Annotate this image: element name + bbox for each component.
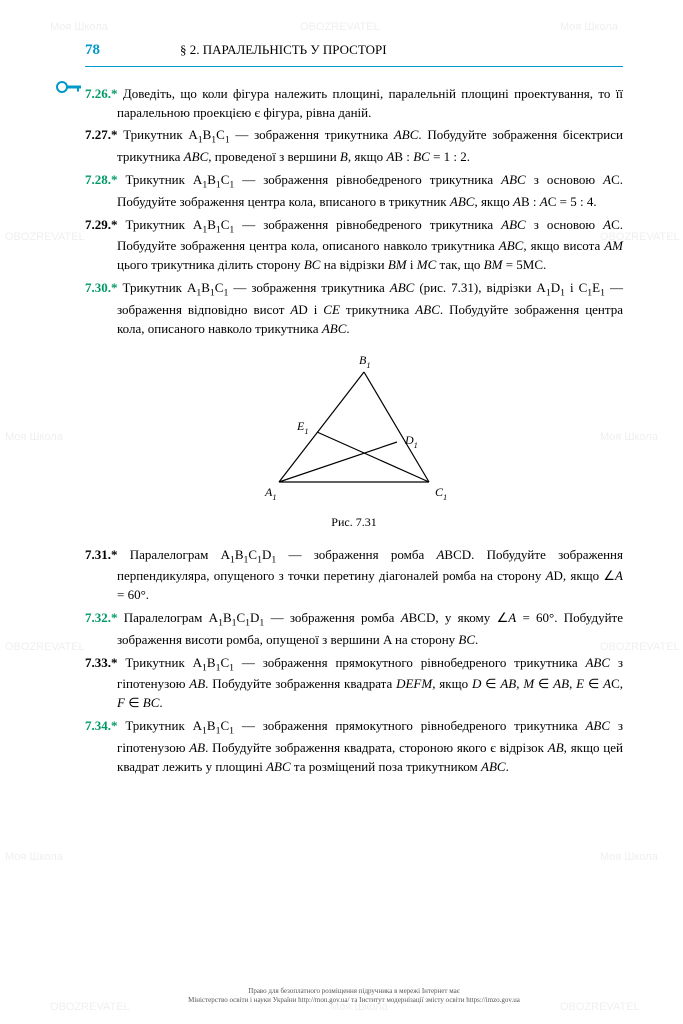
watermark-text: OBOZREVATEL [5, 640, 85, 656]
watermark-text: Моя Школа [600, 850, 658, 866]
problem-number: 7.34.* [85, 718, 118, 733]
triangle-diagram: A1 B1 C1 D1 E1 [239, 352, 469, 502]
page-footer: Право для безоплатного розміщення підруч… [85, 987, 623, 1004]
problem-text: Трикутник A1B1C1 — зображення трикутника… [117, 127, 623, 164]
svg-text:D1: D1 [404, 433, 418, 450]
problem-number: 7.31.* [85, 547, 118, 562]
svg-text:B1: B1 [359, 353, 371, 370]
problem: 7.26.* Доведіть, що коли фігура належить… [85, 85, 623, 123]
watermark-text: Моя Школа [560, 20, 618, 36]
problem: 7.32.* Паралелограм A1B1C1D1 — зображенн… [85, 609, 623, 650]
section-title: § 2. ПАРАЛЕЛЬНІСТЬ У ПРОСТОРІ [180, 41, 387, 60]
problem-number: 7.27.* [85, 127, 118, 142]
watermark-text: Моя Школа [5, 430, 63, 446]
problem-text: Трикутник A1B1C1 — зображення рівнобедре… [117, 172, 623, 209]
problem-number: 7.30.* [85, 280, 118, 295]
svg-text:E1: E1 [296, 419, 309, 436]
problem: 7.27.* Трикутник A1B1C1 — зображення три… [85, 126, 623, 167]
problems-list-bottom: 7.31.* Паралелограм A1B1C1D1 — зображенн… [85, 546, 623, 777]
svg-text:A1: A1 [264, 485, 277, 502]
key-icon [55, 80, 83, 94]
problem-text: Трикутник A1B1C1 — зображення прямокутно… [117, 718, 623, 774]
problem: 7.31.* Паралелограм A1B1C1D1 — зображенн… [85, 546, 623, 605]
footer-line-2: Міністерство освіти і науки України http… [85, 996, 623, 1004]
page-header: 78 § 2. ПАРАЛЕЛЬНІСТЬ У ПРОСТОРІ [85, 40, 623, 67]
footer-line-1: Право для безоплатного розміщення підруч… [85, 987, 623, 995]
watermark-text: Моя Школа [50, 20, 108, 36]
problem-number: 7.32.* [85, 610, 118, 625]
figure-7-31: A1 B1 C1 D1 E1 Рис. 7.31 [85, 352, 623, 531]
problem-text: Доведіть, що коли фігура належить площин… [117, 86, 623, 120]
watermark-text: OBOZREVATEL [300, 20, 380, 36]
svg-text:C1: C1 [435, 485, 447, 502]
problem-number: 7.29.* [85, 217, 118, 232]
problem-number: 7.28.* [85, 172, 118, 187]
problem-text: Паралелограм A1B1C1D1 — зображення ромба… [117, 610, 623, 647]
problem: 7.28.* Трикутник A1B1C1 — зображення рів… [85, 171, 623, 212]
watermark-text: Моя Школа [5, 850, 63, 866]
problems-list-top: 7.26.* Доведіть, що коли фігура належить… [85, 85, 623, 339]
problem: 7.33.* Трикутник A1B1C1 — зображення пря… [85, 654, 623, 713]
problem-number: 7.26.* [85, 86, 118, 101]
problem-number: 7.33.* [85, 655, 118, 670]
problem: 7.29.* Трикутник A1B1C1 — зображення рів… [85, 216, 623, 275]
page-number: 78 [85, 40, 100, 62]
problem-text: Трикутник A1B1C1 — зображення рівнобедре… [117, 217, 623, 273]
figure-caption: Рис. 7.31 [85, 514, 623, 531]
problem-text: Трикутник A1B1C1 — зображення трикутника… [117, 280, 623, 336]
problem: 7.34.* Трикутник A1B1C1 — зображення пря… [85, 717, 623, 776]
problem-text: Паралелограм A1B1C1D1 — зображення ромба… [117, 547, 623, 603]
problem: 7.30.* Трикутник A1B1C1 — зображення три… [85, 279, 623, 338]
problem-text: Трикутник A1B1C1 — зображення прямокутно… [117, 655, 623, 711]
watermark-text: OBOZREVATEL [5, 230, 85, 246]
